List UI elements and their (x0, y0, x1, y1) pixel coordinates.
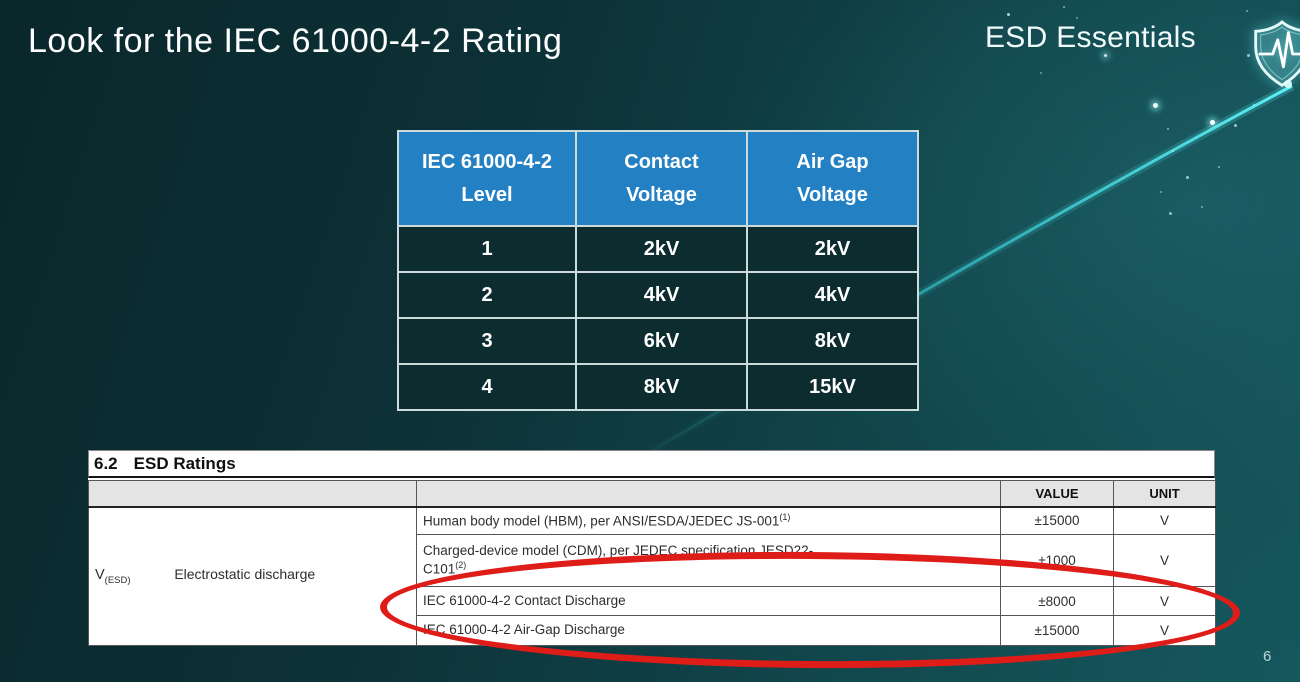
condition-cell: IEC 61000-4-2 Contact Discharge (416, 586, 1001, 616)
condition-cell: Human body model (HBM), per ANSI/ESDA/JE… (416, 506, 1001, 535)
value-header: VALUE (1000, 480, 1114, 508)
iec-header-contact: Contact Voltage (575, 130, 748, 227)
sparkle-dot (1234, 124, 1237, 127)
table-row: Charged-device model (CDM), per JEDEC sp… (89, 534, 1216, 587)
table-header-row: VALUE UNIT (88, 480, 1216, 508)
sparkle-dot (1210, 120, 1215, 125)
sparkle-dot (1218, 166, 1220, 168)
value-cell: ±15000 (1000, 615, 1114, 646)
airgap-cell: 4kV (746, 271, 919, 319)
shield-pulse-icon (1254, 20, 1300, 87)
unit-header: UNIT (1113, 480, 1216, 508)
brand-title: ESD Essentials (985, 21, 1196, 54)
unit-cell: V (1113, 506, 1216, 535)
symbol: V(ESD) (95, 567, 131, 587)
value-cell: ±15000 (1000, 506, 1114, 535)
sparkle-dot (1201, 206, 1203, 208)
unit-cell: V (1113, 534, 1216, 587)
table-row: 4 8kV 15kV (397, 363, 919, 411)
parameter-cell: V(ESD) Electrostatic discharge (88, 506, 417, 646)
condition-cell: IEC 61000-4-2 Air-Gap Discharge (416, 615, 1001, 646)
airgap-cell: 8kV (746, 317, 919, 365)
contact-cell: 8kV (575, 363, 748, 411)
section-number: 6.2 (94, 453, 118, 473)
sparkle-dot (1153, 103, 1158, 108)
iec-header-level: IEC 61000-4-2 Level (397, 130, 577, 227)
unit-cell: V (1113, 615, 1216, 646)
parameter-name: Electrostatic discharge (174, 566, 316, 583)
condition-cell: Charged-device model (CDM), per JEDEC sp… (416, 534, 1001, 587)
level-cell: 1 (397, 225, 577, 273)
sparkle-dot (1007, 13, 1010, 16)
sparkle-dot (1167, 128, 1169, 130)
sparkle-dot (1076, 17, 1078, 19)
esd-ratings-table: VALUE UNIT V(ESD) Electrostatic discharg… (88, 480, 1216, 646)
slide-title: Look for the IEC 61000-4-2 Rating (28, 22, 563, 60)
table-row: 1 2kV 2kV (397, 225, 919, 273)
contact-cell: 4kV (575, 271, 748, 319)
iec-level-table: IEC 61000-4-2 Level Contact Voltage Air … (397, 130, 919, 411)
table-row: IEC 61000-4-2 Air-Gap Discharge ±15000 V (89, 615, 1216, 646)
level-cell: 2 (397, 271, 577, 319)
level-cell: 4 (397, 363, 577, 411)
page-number: 6 (1263, 648, 1272, 665)
sparkle-dot (1253, 104, 1255, 106)
table-row: 3 6kV 8kV (397, 317, 919, 365)
contact-cell: 2kV (575, 225, 748, 273)
sparkle-dot (1172, 150, 1174, 152)
sparkle-dot (1160, 191, 1162, 193)
datasheet-excerpt: 6.2 ESD Ratings VALUE UNIT V(ESD) Electr… (88, 450, 1216, 646)
iec-header-airgap: Air Gap Voltage (746, 130, 919, 227)
value-cell: ±8000 (1000, 586, 1114, 616)
value-cell: ±1000 (1000, 534, 1114, 587)
sparkle-dot (1246, 10, 1248, 12)
table-row: IEC 61000-4-2 Contact Discharge ±8000 V (89, 586, 1216, 616)
table-row: V(ESD) Electrostatic discharge Human bod… (88, 506, 1216, 646)
sparkle-dot (1186, 176, 1189, 179)
unit-cell: V (1113, 586, 1216, 616)
sparkle-dot (1040, 72, 1042, 74)
sparkle-dot (1063, 6, 1065, 8)
datasheet-section-heading: 6.2 ESD Ratings (88, 450, 1215, 478)
airgap-cell: 15kV (746, 363, 919, 411)
airgap-cell: 2kV (746, 225, 919, 273)
table-row: 2 4kV 4kV (397, 271, 919, 319)
section-title: ESD Ratings (133, 453, 236, 473)
sparkle-dot (1169, 212, 1172, 215)
contact-cell: 6kV (575, 317, 748, 365)
level-cell: 3 (397, 317, 577, 365)
